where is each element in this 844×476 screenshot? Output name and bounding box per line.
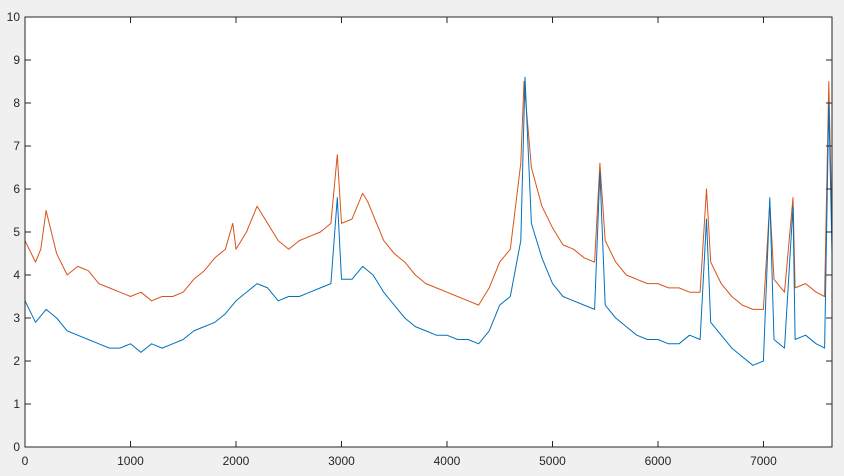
- y-tick-label: 2: [13, 354, 20, 368]
- x-tick-label: 4000: [434, 454, 461, 468]
- y-tick-label: 5: [13, 225, 20, 239]
- y-tick-label: 9: [13, 53, 20, 67]
- y-tick-label: 6: [13, 182, 20, 196]
- series-layer: [24, 76, 833, 366]
- x-tick-label: 3000: [328, 454, 355, 468]
- y-tick-label: 0: [13, 440, 20, 454]
- x-tick-label: 0: [22, 454, 29, 468]
- y-tick-label: 7: [13, 139, 20, 153]
- y-tick-label: 10: [7, 10, 21, 24]
- x-tick-label: 7000: [750, 454, 777, 468]
- x-tick-label: 5000: [539, 454, 566, 468]
- y-tick-label: 8: [13, 96, 20, 110]
- y-tick-label: 3: [13, 311, 20, 325]
- axes-layer: 0 1000 2000 3000 4000 5000 6000 7000 0 1 2 3 4 5 6 7 8 9 1…: [7, 10, 833, 468]
- x-tick-label: 6000: [645, 454, 672, 468]
- y-tick-label: 1: [13, 397, 20, 411]
- x-tick-label: 1000: [117, 454, 144, 468]
- plot-area-background: [25, 17, 832, 447]
- series-line-2: [24, 76, 833, 366]
- series-line-1: [24, 81, 833, 310]
- y-tick-label: 4: [13, 268, 20, 282]
- x-tick-label: 2000: [223, 454, 250, 468]
